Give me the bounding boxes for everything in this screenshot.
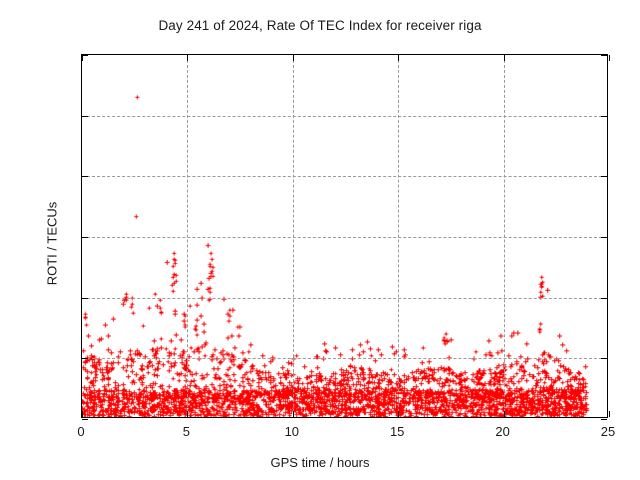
x-tick-label: 20 (495, 424, 510, 439)
x-tick-mark (82, 411, 83, 417)
x-tick-label: 15 (389, 424, 405, 439)
x-tick-mark (398, 55, 400, 61)
y-tick-mark (601, 55, 607, 56)
x-axis-label: GPS time / hours (270, 455, 370, 470)
y-tick-mark (601, 115, 607, 117)
y-tick-mark (82, 419, 88, 420)
x-tick-label: 25 (600, 424, 616, 439)
plot-area (81, 54, 610, 420)
y-tick-mark (601, 358, 607, 360)
x-tick-mark (398, 411, 400, 417)
y-tick-mark (82, 115, 88, 117)
scatter-plot-canvas (82, 55, 607, 417)
y-tick-mark (601, 419, 607, 420)
y-tick-mark (601, 297, 607, 299)
x-tick-mark (187, 55, 189, 61)
y-tick-mark (82, 237, 88, 238)
y-tick-mark (82, 176, 88, 178)
y-tick-mark (82, 358, 88, 360)
y-tick-mark (82, 55, 88, 56)
x-tick-mark (609, 411, 610, 417)
y-tick-mark (82, 297, 88, 299)
x-tick-mark (609, 55, 610, 61)
y-tick-mark (601, 237, 607, 238)
x-tick-label: 10 (284, 424, 300, 439)
y-tick-mark (601, 176, 607, 178)
x-tick-mark (187, 411, 189, 417)
x-tick-mark (292, 55, 294, 61)
x-tick-mark (82, 55, 83, 61)
x-tick-mark (503, 411, 505, 417)
x-tick-label: 5 (182, 424, 191, 439)
page-title: Day 241 of 2024, Rate Of TEC Index for r… (158, 18, 482, 33)
x-tick-mark (292, 411, 294, 417)
y-axis-label: ROTI / TECUs (44, 201, 60, 286)
x-tick-mark (503, 55, 505, 61)
x-tick-label: 0 (77, 424, 85, 439)
